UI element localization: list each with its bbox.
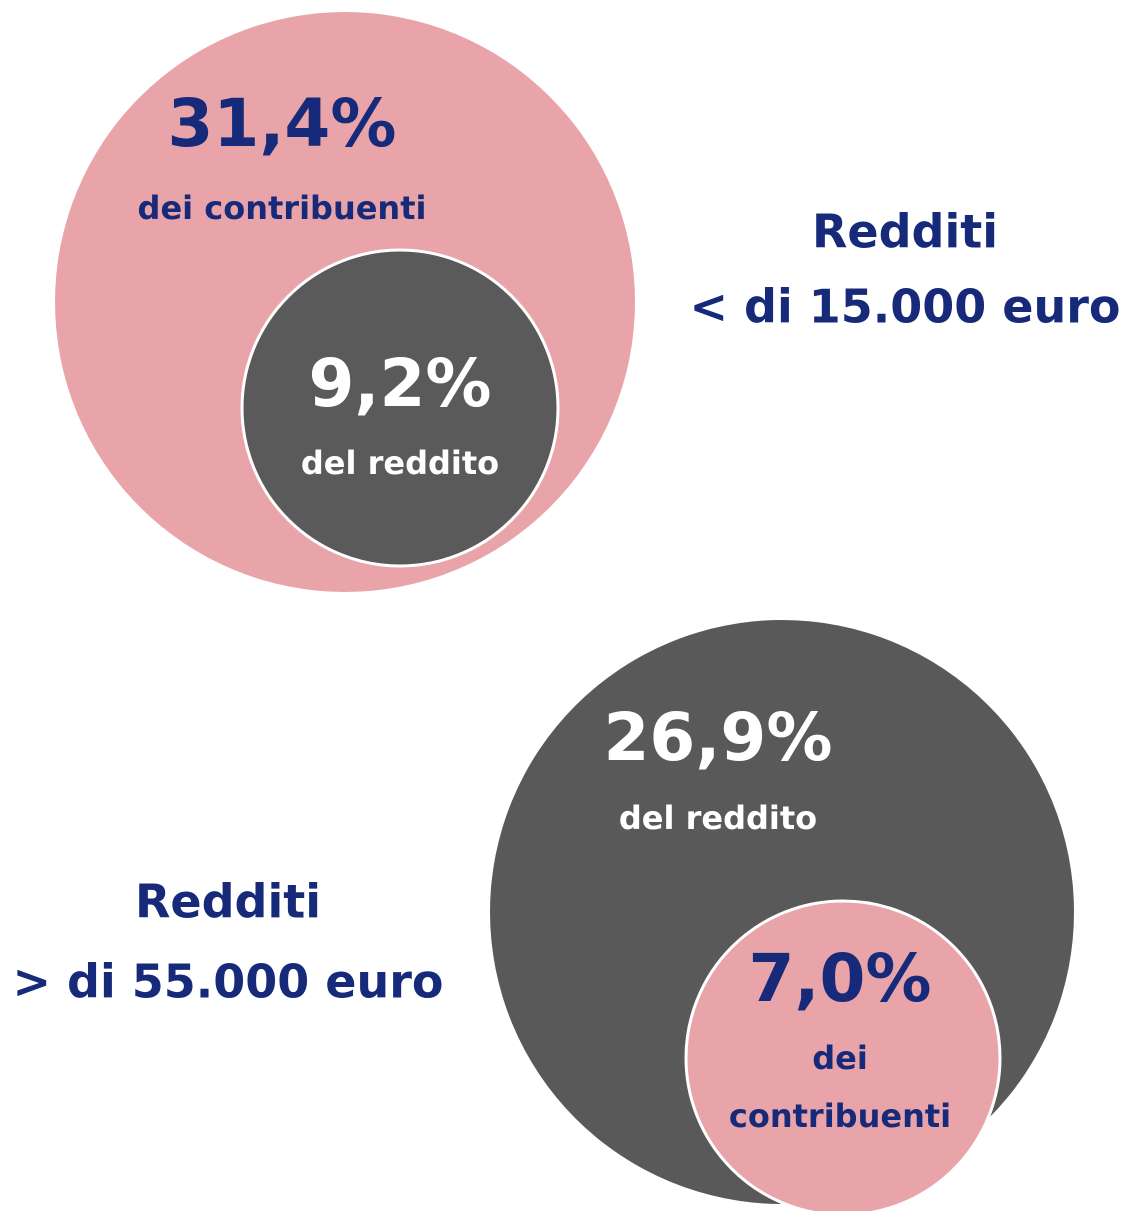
inner-circle	[240, 248, 560, 568]
inner-caption: dei	[812, 1039, 868, 1077]
outer-caption: del reddito	[619, 799, 817, 837]
group-title: Redditi	[135, 875, 321, 929]
outer-caption: dei contribuenti	[138, 189, 427, 227]
outer-value: 26,9%	[604, 699, 833, 776]
inner-value: 9,2%	[308, 345, 491, 422]
inner-circle	[684, 899, 1002, 1211]
inner-caption: del reddito	[301, 444, 499, 482]
group-title: Redditi	[812, 205, 998, 259]
inner-caption: contribuenti	[729, 1097, 951, 1135]
group-subtitle: > di 55.000 euro	[12, 955, 443, 1009]
group-subtitle: < di 15.000 euro	[689, 280, 1120, 334]
outer-value: 31,4%	[168, 85, 397, 162]
inner-value: 7,0%	[748, 940, 931, 1017]
